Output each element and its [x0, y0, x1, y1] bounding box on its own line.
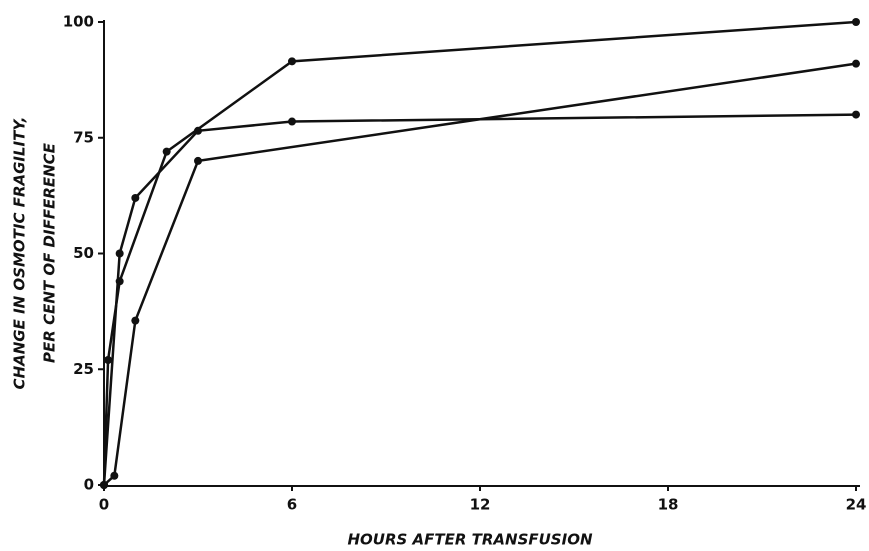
- y-tick-label: 0: [84, 476, 94, 494]
- x-tick-label: 12: [470, 496, 491, 514]
- data-point: [104, 355, 113, 364]
- y-tick-label: 25: [73, 360, 94, 378]
- data-point: [852, 59, 860, 68]
- x-tick-label: 0: [99, 496, 109, 514]
- data-point: [288, 117, 296, 126]
- x-tick-label: 18: [658, 496, 679, 514]
- y-axis-label: CHANGE IN OSMOTIC FRAGILITY,: [11, 117, 29, 390]
- data-point: [115, 277, 124, 286]
- data-point: [852, 18, 860, 26]
- y-tick-label: 75: [73, 128, 94, 146]
- data-point: [110, 471, 119, 480]
- data-point: [852, 110, 860, 119]
- y-tick-label: 50: [73, 244, 94, 262]
- data-point: [162, 147, 171, 156]
- series-line: [102, 113, 857, 486]
- data-point: [131, 316, 140, 325]
- x-tick-label: 6: [287, 496, 297, 514]
- x-tick-label: 24: [846, 496, 867, 514]
- data-point: [115, 249, 124, 258]
- y-tick-label: 100: [63, 13, 94, 31]
- data-point: [100, 481, 108, 489]
- x-axis-label: HOURS AFTER TRANSFUSION: [347, 531, 592, 549]
- y-axis-label: PER CENT OF DIFFERENCE: [41, 142, 59, 363]
- data-point: [288, 57, 296, 66]
- series-line: [103, 62, 857, 486]
- series-line: [102, 20, 857, 486]
- data-point: [131, 193, 140, 202]
- data-point: [194, 156, 202, 165]
